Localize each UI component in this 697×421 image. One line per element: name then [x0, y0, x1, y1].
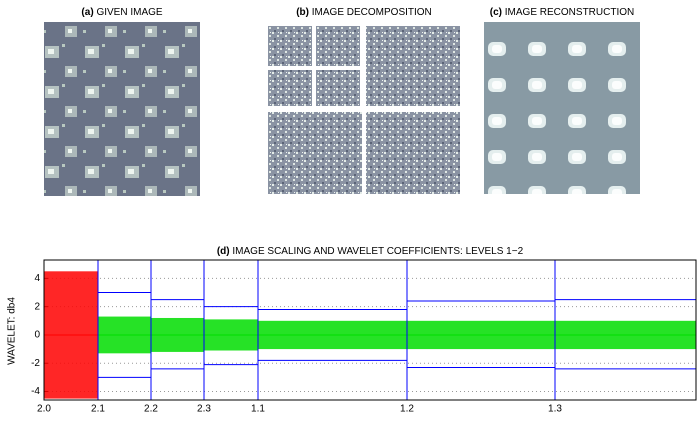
panel-tag: (a) [81, 7, 93, 18]
subband [268, 112, 362, 194]
subband [316, 26, 360, 66]
x-tick-label: 1.3 [548, 404, 562, 415]
chart-title-text: IMAGE SCALING AND WAVELET COEFFICIENTS: … [232, 246, 523, 257]
panel-title-text: IMAGE RECONSTRUCTION [505, 7, 634, 18]
x-tick-label: 2.0 [37, 404, 51, 415]
subband [268, 26, 312, 66]
chart-title: (d) IMAGE SCALING AND WAVELET COEFFICIEN… [217, 246, 524, 257]
x-tick-label: 2.3 [197, 404, 211, 415]
y-tick-label: -2 [31, 358, 40, 369]
y-tick-label: 0 [34, 330, 40, 341]
panel-tag: (c) [490, 7, 502, 18]
subband [268, 70, 312, 106]
panel-title-text: GIVEN IMAGE [96, 7, 162, 18]
panel-title: (a) GIVEN IMAGE [81, 7, 162, 18]
y-tick-label: 2 [34, 301, 40, 312]
reconstruction-image [484, 22, 640, 194]
subband [366, 112, 460, 194]
x-tick-label: 2.2 [144, 404, 158, 415]
y-tick-label: -4 [31, 386, 40, 397]
panel-title: (b) IMAGE DECOMPOSITION [296, 7, 432, 18]
page: {"panels": [ {"tag": "(a)", "title": "GI… [0, 0, 697, 416]
figure: (a) GIVEN IMAGE (b) IMAGE DECOMPOSITION … [0, 0, 697, 416]
x-tick-label: 1.1 [251, 404, 265, 415]
subband [316, 70, 360, 106]
subband [366, 26, 460, 106]
panel-title-text: IMAGE DECOMPOSITION [312, 7, 432, 18]
given-image [44, 22, 200, 196]
plot: -4 -2 0 2 4 2.0 2.1 2.2 2.3 1.1 1.2 1.3 [31, 260, 696, 415]
panel-tag: (b) [296, 7, 309, 18]
x-tick-label: 1.2 [400, 404, 414, 415]
panel-title: (c) IMAGE RECONSTRUCTION [490, 7, 634, 18]
y-tick-label: 4 [34, 273, 40, 284]
x-tick-label: 2.1 [91, 404, 105, 415]
chart-tag: (d) [217, 246, 230, 257]
decomposition-image [268, 26, 460, 194]
y-axis-label: WAVELET: db4 [7, 297, 18, 365]
